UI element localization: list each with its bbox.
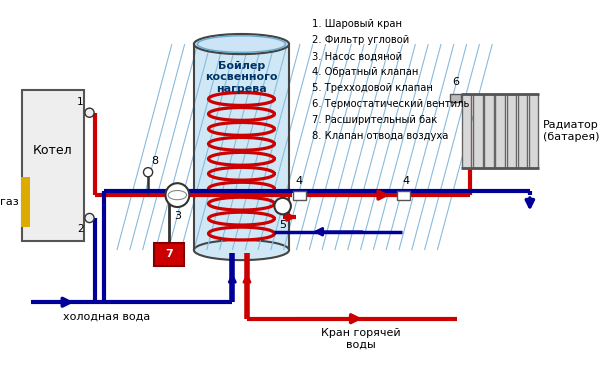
Bar: [506, 94, 516, 168]
Text: 4. Обратный клапан: 4. Обратный клапан: [312, 68, 418, 78]
Text: Радиатор
(батарея): Радиатор (батарея): [542, 120, 599, 142]
Bar: [462, 94, 472, 168]
Bar: [473, 94, 482, 168]
Text: 3: 3: [174, 211, 181, 221]
Text: газ: газ: [0, 197, 19, 207]
Text: 6: 6: [452, 77, 459, 87]
Text: 5: 5: [279, 220, 286, 230]
Text: 1: 1: [77, 97, 83, 107]
Text: 4: 4: [296, 176, 303, 186]
Text: 1. Шаровый кран: 1. Шаровый кран: [312, 19, 402, 29]
Circle shape: [274, 198, 291, 214]
Text: 5. Трехходовой клапан: 5. Трехходовой клапан: [312, 83, 433, 93]
Circle shape: [166, 183, 189, 207]
Bar: [529, 94, 538, 168]
Text: 7. Расширительный бак: 7. Расширительный бак: [312, 115, 437, 125]
Text: холодная вода: холодная вода: [63, 311, 150, 321]
Text: 2. Фильтр угловой: 2. Фильтр угловой: [312, 35, 409, 45]
Bar: [22, 90, 84, 241]
Bar: [450, 94, 461, 102]
Text: Кран горячей
воды: Кран горячей воды: [320, 328, 400, 349]
Ellipse shape: [194, 240, 289, 260]
Bar: [484, 94, 494, 168]
Text: 8: 8: [151, 156, 158, 166]
Bar: [154, 243, 184, 266]
Text: 4: 4: [403, 176, 410, 186]
Text: Бойлер
косвенного
нагрева: Бойлер косвенного нагрева: [205, 60, 278, 94]
Text: 7: 7: [165, 249, 173, 259]
Bar: [496, 94, 505, 168]
Bar: [397, 191, 410, 200]
Bar: [293, 191, 305, 200]
Ellipse shape: [197, 36, 286, 52]
Ellipse shape: [194, 34, 289, 54]
Text: Котел: Котел: [33, 144, 73, 157]
Text: 3. Насос водяной: 3. Насос водяной: [312, 51, 402, 61]
Text: 6. Термостатический вентиль: 6. Термостатический вентиль: [312, 99, 469, 109]
Bar: [194, 44, 289, 250]
Bar: [518, 94, 527, 168]
Circle shape: [143, 168, 152, 177]
Bar: [21, 177, 30, 227]
Circle shape: [85, 108, 94, 117]
Circle shape: [85, 213, 94, 223]
Text: 8. Клапан отвода воздуха: 8. Клапан отвода воздуха: [312, 131, 448, 141]
Text: 2: 2: [77, 224, 83, 234]
